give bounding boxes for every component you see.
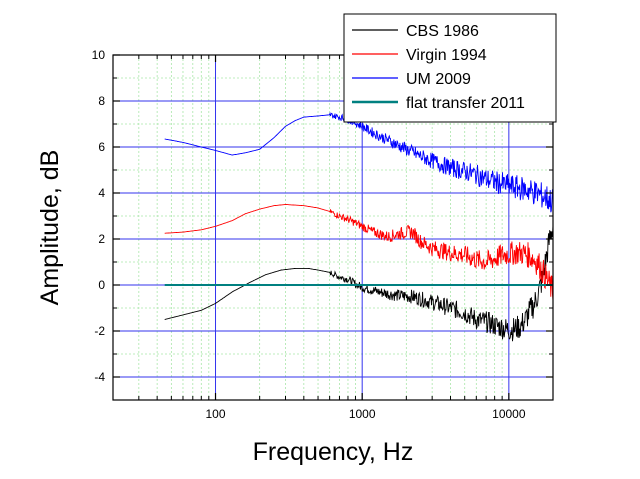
x-axis-title: Frequency, Hz [253,438,414,466]
legend-label-0: CBS 1986 [406,23,479,40]
y-tick-label: 8 [98,94,105,108]
legend-label-2: UM 2009 [406,71,471,88]
y-tick-label: 2 [98,232,105,246]
tick-labels: 100 1000 10000 -4 -2 0 2 4 6 8 10 [92,48,526,421]
y-tick-label: -4 [94,370,105,384]
legend-box [343,13,557,123]
legend: CBS 1986 Virgin 1994 UM 2009 flat transfer … [343,13,557,123]
series-line-1 [164,204,554,301]
x-tick-label: 1000 [349,407,376,421]
series-line-0 [164,225,554,342]
y-tick-label: -2 [94,324,105,338]
x-tick-label: 100 [205,407,225,421]
plot-frame [112,54,554,401]
x-tick-label: 10000 [492,407,526,421]
legend-label-1: Virgin 1994 [406,47,487,64]
y-tick-label: 4 [98,186,105,200]
y-tick-label: 0 [98,278,105,292]
series-group [164,111,554,342]
series-line-2 [164,111,554,213]
y-axis-title: Amplitude, dB [36,150,64,306]
y-tick-label: 6 [98,140,105,154]
legend-label-3: flat transfer 2011 [406,95,525,112]
y-tick-label: 10 [92,48,106,62]
